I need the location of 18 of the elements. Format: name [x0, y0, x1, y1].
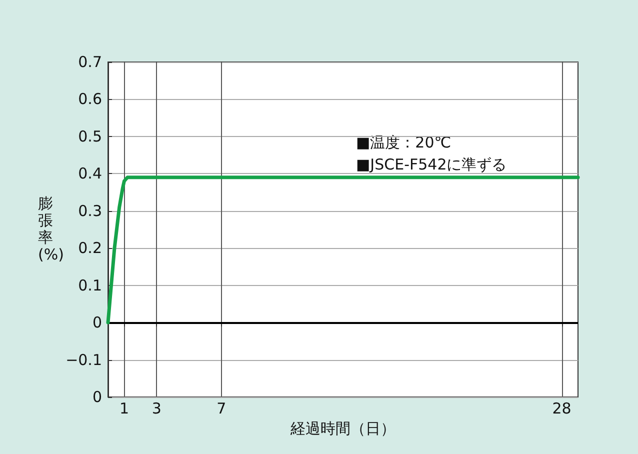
- x-tick-label: 7: [216, 400, 226, 418]
- y-tick-label: 0.7: [78, 53, 102, 71]
- x-tick-label: 28: [552, 400, 572, 418]
- x-tick-label: 1: [119, 400, 129, 418]
- y-tick-label: 0.3: [78, 202, 102, 220]
- y-tick-label: 0.1: [78, 276, 102, 294]
- y-tick-label: 0.6: [78, 90, 102, 108]
- x-axis-title: 経過時間（日）: [290, 419, 396, 438]
- y-tick-label: 0: [92, 314, 102, 332]
- line-series: [106, 176, 580, 324]
- y-tick-label: 0.4: [78, 164, 102, 183]
- y-axis-title: 膨張率 (%): [38, 194, 64, 264]
- y-tick-label: 0.2: [78, 239, 102, 258]
- y-tick-label: 0: [92, 388, 102, 406]
- y-tick-label: −0.1: [66, 350, 102, 369]
- x-tick-label: 3: [152, 400, 162, 418]
- annotation: ■JSCE-F542に準ずる: [356, 156, 507, 174]
- y-tick-label: 0.5: [78, 127, 102, 146]
